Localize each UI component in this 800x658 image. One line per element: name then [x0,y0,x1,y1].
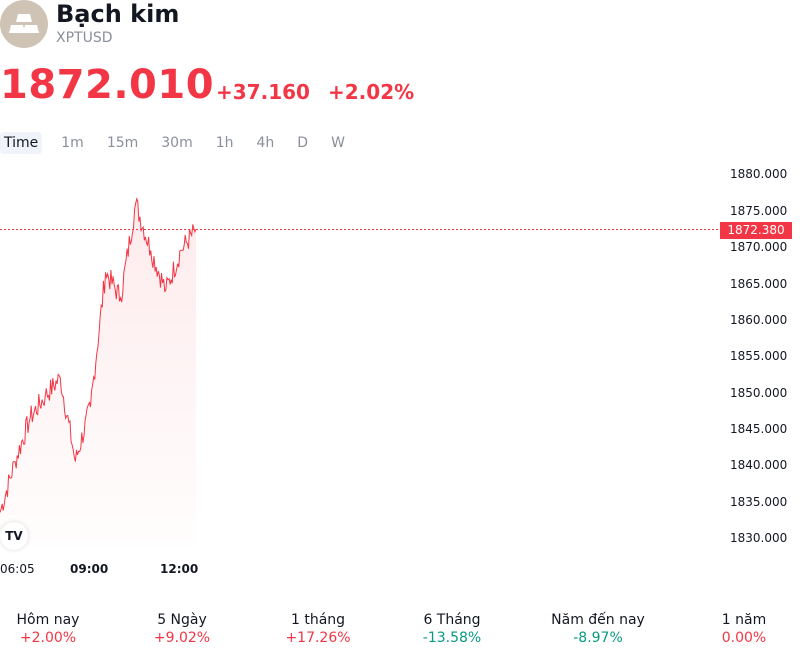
perf-today[interactable]: Hôm nay +2.00% [0,612,108,646]
y-axis-label: 1860.000 [730,313,788,327]
gold-bars-icon-svg [9,14,39,33]
perf-label: Hôm nay [16,612,80,628]
tab-4h[interactable]: 4h [256,135,275,151]
y-axis-label: 1845.000 [730,422,788,436]
y-axis-label: 1850.000 [730,386,788,400]
perf-label: 1 tháng [290,612,346,628]
ticker-symbol: XPTUSD [56,30,113,46]
perf-value: +17.26% [285,630,351,646]
y-axis-label: 1865.000 [730,277,788,291]
perf-label: 5 Ngày [157,612,207,628]
perf-label: Năm đến nay [551,612,645,628]
x-axis-label: 09:00 [70,562,109,576]
tab-15m[interactable]: 15m [106,135,139,151]
y-axis-label: 1830.000 [730,531,788,545]
x-axis-label: 06:05 [0,562,35,576]
tab-30m[interactable]: 30m [161,135,193,151]
tab-time[interactable]: Time [0,132,43,154]
y-axis-label: 1875.000 [730,204,788,218]
tradingview-logo[interactable]: TV [0,522,28,550]
perf-value: 0.00% [721,630,767,646]
tab-w[interactable]: W [331,135,345,151]
x-axis-label: 12:00 [160,562,199,576]
perf-6-months[interactable]: 6 Tháng -13.58% [392,612,512,646]
y-axis-label: 1835.000 [730,495,788,509]
price-area-fill [0,198,196,547]
price-line [0,196,197,513]
y-axis-label: 1880.000 [730,167,788,181]
price-change-percent: +2.02% [328,80,415,104]
perf-value: +9.02% [153,630,211,646]
price-change-absolute: +37.160 [216,80,310,104]
timeframe-tabs: Time 1m 15m 30m 1h 4h D W [0,132,364,154]
current-price-tag: 1872.380 [720,222,792,239]
perf-label: 1 năm [721,612,767,628]
gold-bars-icon [0,0,48,48]
tab-1h[interactable]: 1h [215,135,234,151]
perf-value: -13.58% [422,630,482,646]
perf-1-year[interactable]: 1 năm 0.00% [684,612,800,646]
instrument-name: Bạch kim [56,0,180,28]
y-axis-label: 1855.000 [730,349,788,363]
perf-label: 6 Tháng [423,612,481,628]
perf-5-days[interactable]: 5 Ngày +9.02% [122,612,242,646]
perf-value: -8.97% [573,630,623,646]
y-axis-label: 1870.000 [730,240,788,254]
perf-value: +2.00% [19,630,77,646]
y-axis-label: 1840.000 [730,458,788,472]
perf-ytd[interactable]: Năm đến nay -8.97% [538,612,658,646]
last-price: 1872.010 [0,62,215,108]
perf-1-month[interactable]: 1 tháng +17.26% [258,612,378,646]
tab-1m[interactable]: 1m [61,135,84,151]
tab-d[interactable]: D [297,135,309,151]
